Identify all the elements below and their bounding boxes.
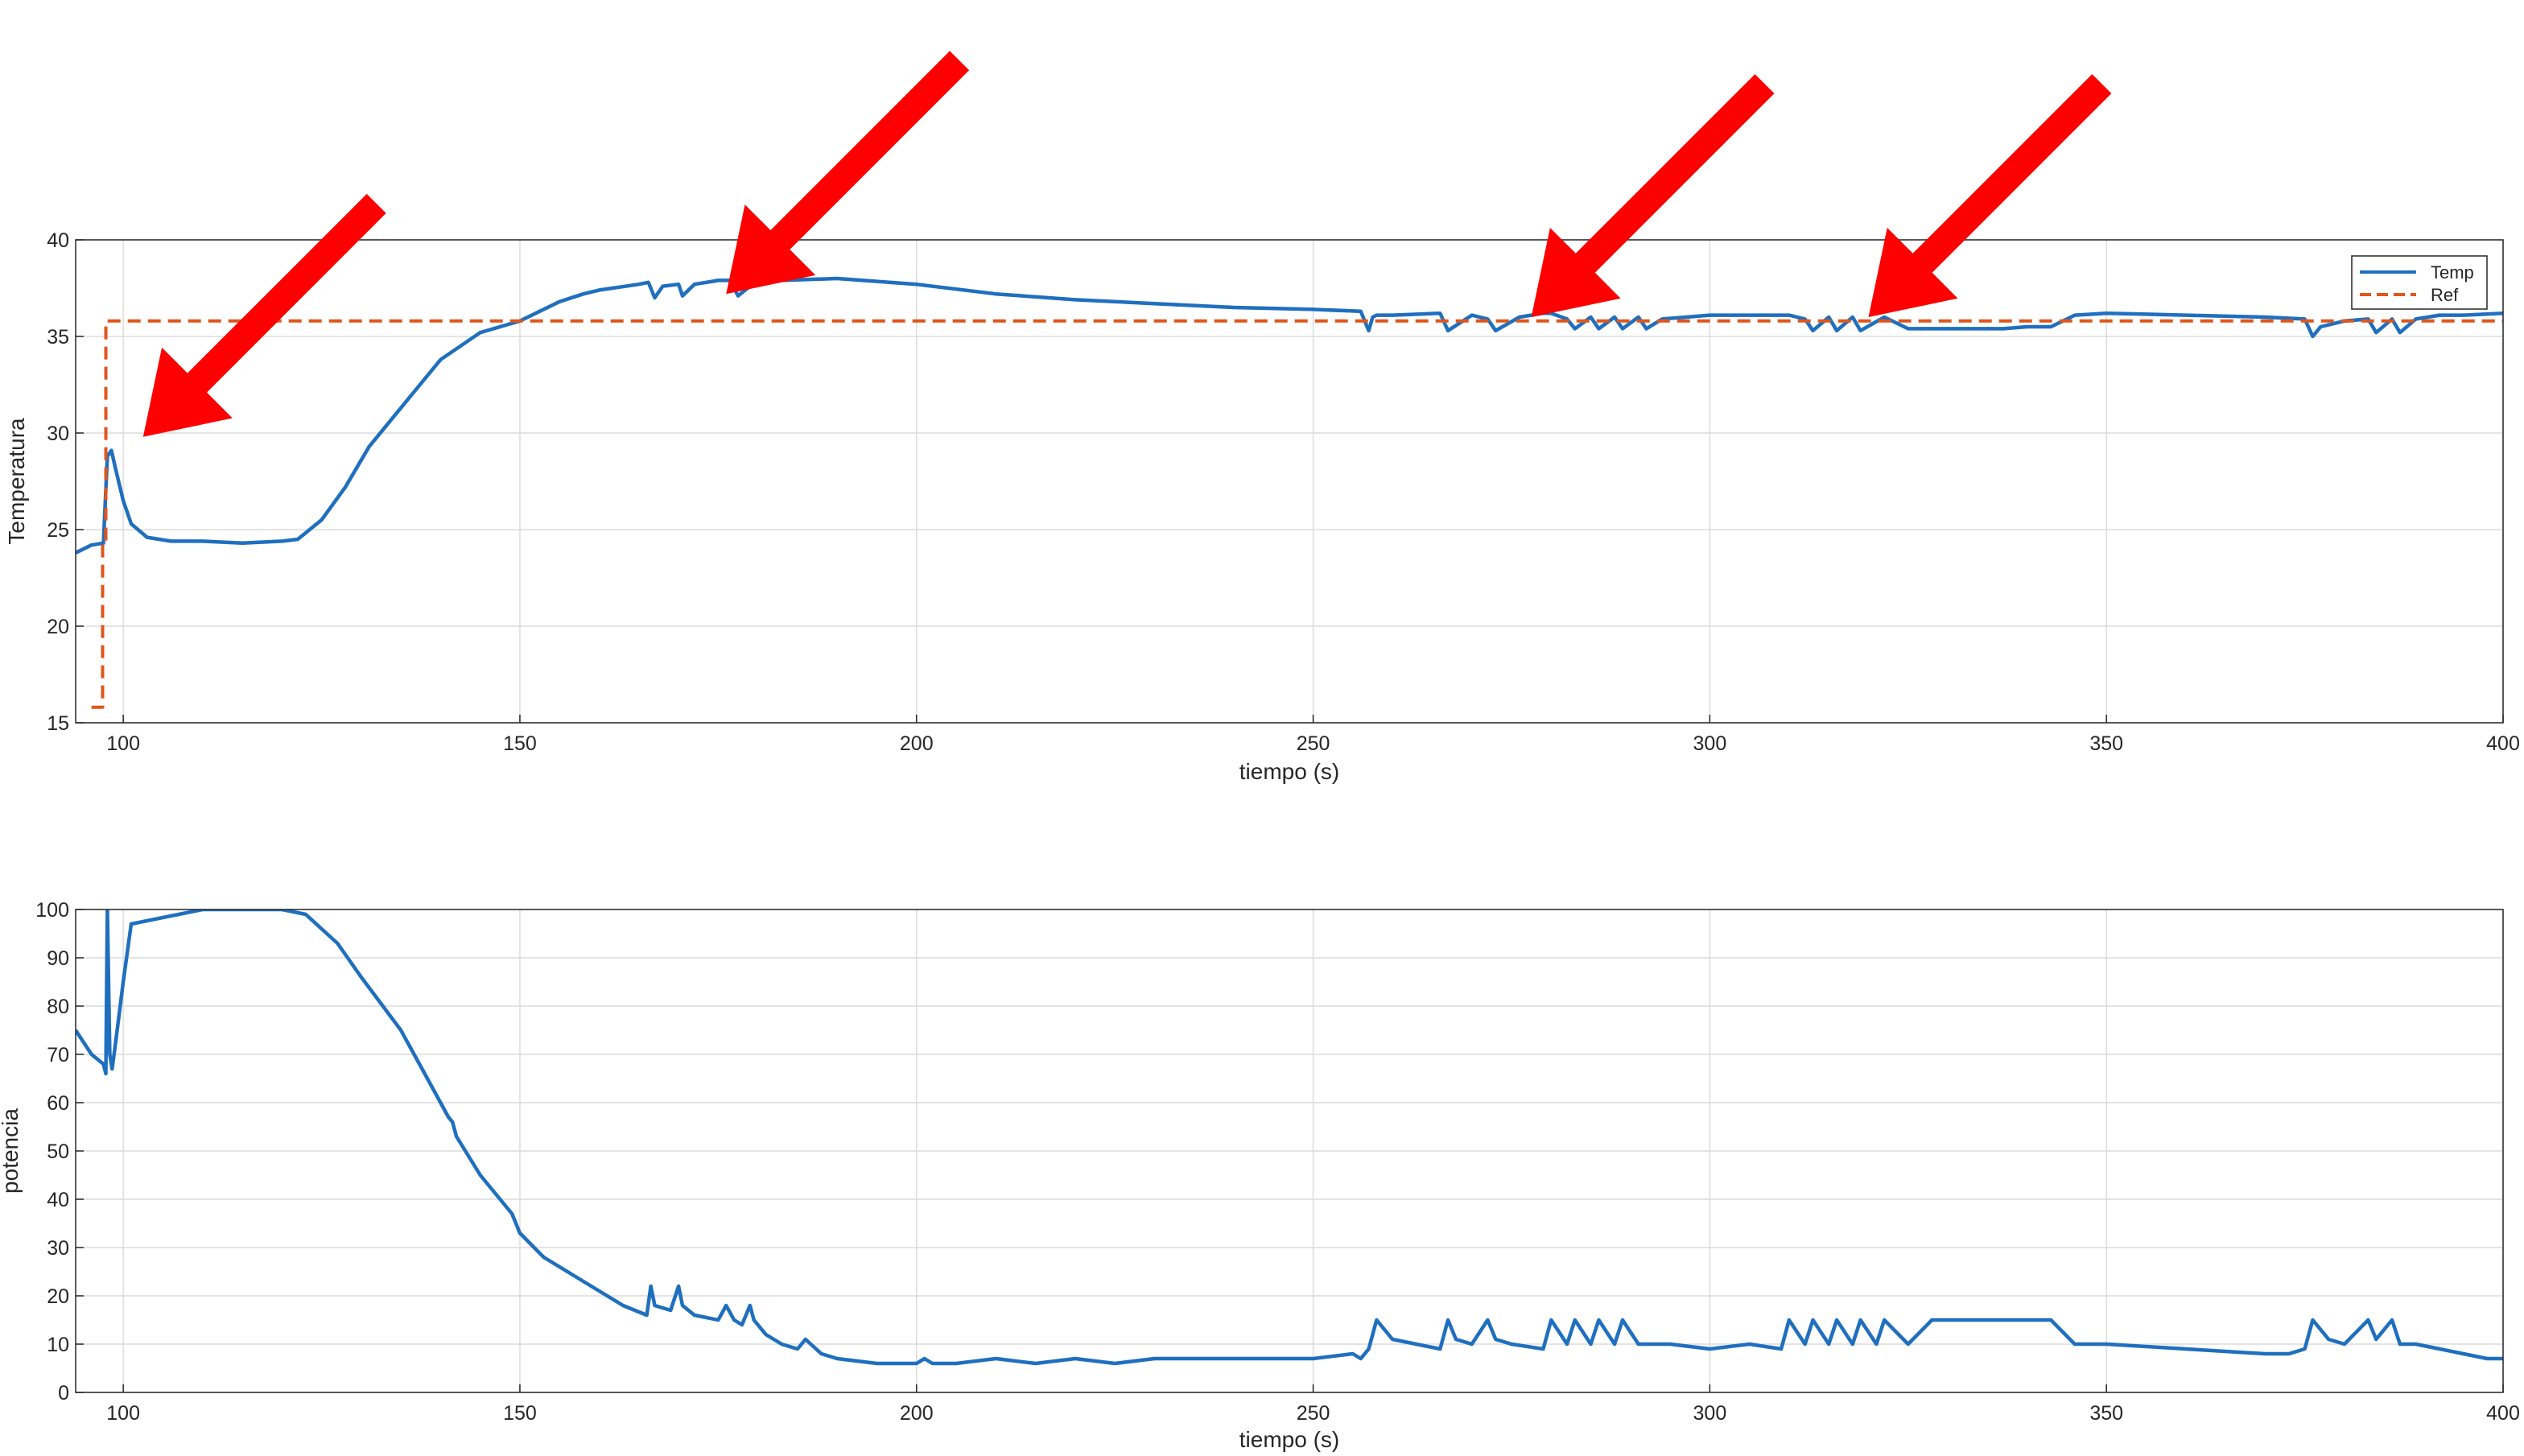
x-tick-label: 300 (1693, 732, 1727, 755)
y-tick-label: 15 (47, 712, 69, 735)
y-tick-label: 40 (47, 229, 69, 252)
y-tick-label: 40 (47, 1189, 69, 1211)
axes-box (75, 239, 2504, 724)
x-tick-label: 200 (900, 1402, 934, 1425)
x-tick-label: 150 (503, 1402, 537, 1425)
power-plot: 100 150 200 250 300 350 400 0 10 20 30 40 50 60 70 80 90… (0, 899, 2520, 1452)
x-axis-label: tiempo (s) (1239, 1427, 1339, 1452)
y-tick-label: 20 (47, 616, 69, 638)
y-tick-label: 25 (47, 519, 69, 542)
red-arrow-icon (1868, 74, 2112, 317)
ref-series-line (91, 319, 2503, 709)
x-tick-label: 250 (1297, 732, 1330, 755)
x-tick-label: 350 (2089, 732, 2123, 755)
temp-legend-label: Temp (2431, 262, 2474, 283)
red-arrow-icon (726, 51, 970, 295)
x-tick-label: 250 (1297, 1402, 1330, 1425)
red-arrow-icon (1531, 74, 1775, 317)
x-tick-label: 100 (106, 1402, 140, 1425)
red-arrow-icon (142, 193, 386, 437)
y-tick-label: 60 (47, 1092, 69, 1115)
y-tick-label: 30 (47, 423, 69, 445)
ref-legend-label: Ref (2431, 285, 2459, 305)
y-tick-label: 100 (35, 899, 69, 922)
y-tick-label: 20 (47, 1285, 69, 1308)
temperature-plot: 100 150 200 250 300 350 400 15 20 25 30 35 40 tiempo … (4, 229, 2520, 784)
y-tick-label: 70 (47, 1044, 69, 1066)
y-tick-label: 50 (47, 1140, 69, 1163)
legend-box (2351, 255, 2488, 310)
y-tick-label: 35 (47, 326, 69, 349)
y-tick-label: 30 (47, 1237, 69, 1260)
y-axis-label: Temperatura (4, 418, 29, 545)
x-tick-label: 150 (503, 732, 537, 755)
x-axis-label: tiempo (s) (1239, 759, 1339, 784)
x-tick-label: 300 (1693, 1402, 1727, 1425)
x-tick-label: 400 (2486, 732, 2520, 755)
x-tick-label: 400 (2486, 1402, 2520, 1425)
y-tick-label: 10 (47, 1334, 69, 1356)
x-tick-label: 100 (106, 732, 140, 755)
annotation-arrows (142, 51, 2112, 437)
y-tick-label: 0 (58, 1382, 69, 1404)
x-tick-label: 350 (2089, 1402, 2123, 1425)
y-tick-label: 80 (47, 996, 69, 1018)
x-tick-label: 200 (900, 732, 934, 755)
power-series-line (76, 909, 2503, 1366)
y-tick-label: 90 (47, 947, 69, 970)
y-axis-label: potencia (0, 1108, 23, 1194)
